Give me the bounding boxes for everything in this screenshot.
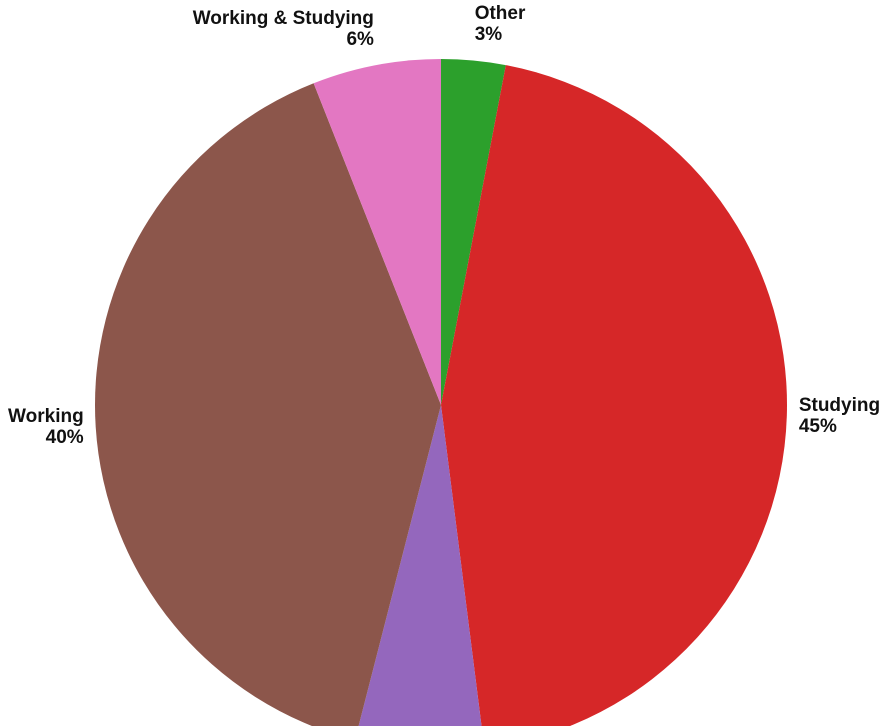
slice-label-name: Working — [8, 406, 84, 427]
pie-slice-working-and-studying — [313, 59, 441, 405]
slice-label-name: Studying — [799, 395, 879, 416]
slice-label-working: Working 40% — [8, 406, 84, 448]
slice-label-name: Working & Studying — [193, 8, 374, 29]
slice-label-working-and-studying: Working & Studying 6% — [193, 8, 374, 50]
slice-label-value: 6% — [346, 29, 374, 50]
pie-slice-other — [441, 59, 506, 405]
labels-layer: Other 3% Studying 45% Working 40% Working & St… — [8, 3, 879, 448]
slice-label-studying: Studying 45% — [799, 395, 879, 437]
pie-slice-studying — [441, 65, 787, 726]
slice-label-value: 45% — [799, 416, 837, 437]
slice-label-name: Other — [475, 3, 526, 24]
slice-label-other: Other 3% — [475, 3, 526, 45]
slice-label-value: 3% — [475, 24, 503, 45]
pie-slice-working — [95, 83, 441, 726]
pie-slice-slice-2 — [358, 405, 482, 726]
slices-layer — [95, 59, 787, 726]
slice-label-value: 40% — [46, 427, 84, 448]
